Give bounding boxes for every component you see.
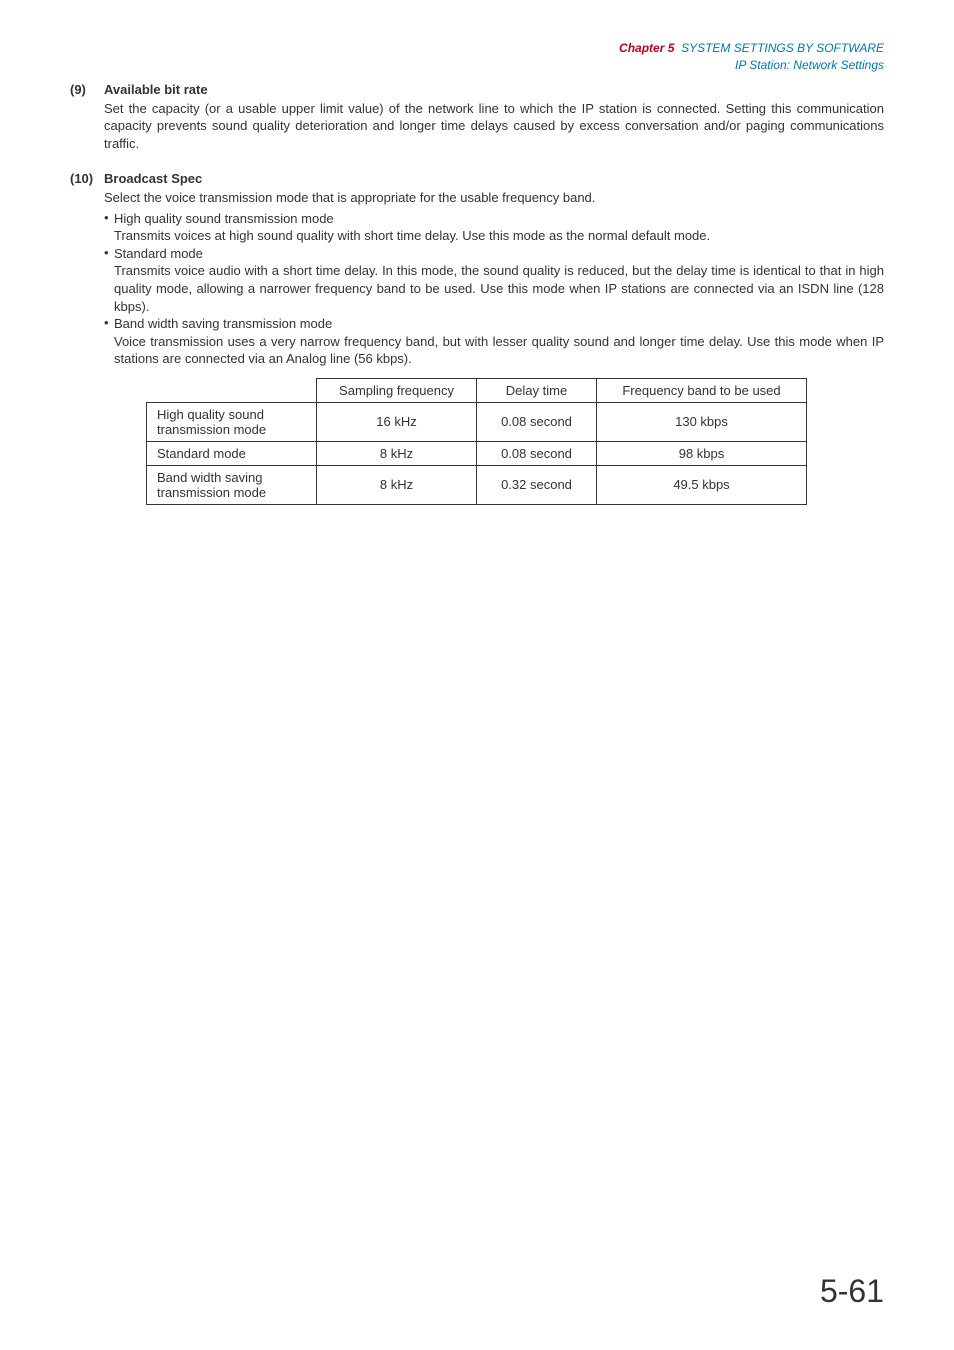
table-cell: 0.08 second <box>477 402 597 441</box>
table-cell: Band width saving transmission mode <box>147 465 317 504</box>
section-10-intro: Select the voice transmission mode that … <box>104 189 884 207</box>
table-header-cell <box>147 378 317 402</box>
chapter-title: SYSTEM SETTINGS BY SOFTWARE <box>681 41 884 55</box>
bullet-item: • Band width saving transmission mode <box>104 315 884 333</box>
table-cell: 0.32 second <box>477 465 597 504</box>
bullet-body: Transmits voice audio with a short time … <box>114 262 884 315</box>
section-title: Broadcast Spec <box>104 171 202 186</box>
table-cell: 130 kbps <box>597 402 807 441</box>
table-cell: 8 kHz <box>317 441 477 465</box>
section-title: Available bit rate <box>104 82 208 97</box>
table-cell: 49.5 kbps <box>597 465 807 504</box>
bullet-body: Voice transmission uses a very narrow fr… <box>114 333 884 368</box>
bullet-head: Standard mode <box>114 245 203 263</box>
table-header-row: Sampling frequency Delay time Frequency … <box>147 378 807 402</box>
table-header-cell: Delay time <box>477 378 597 402</box>
bullet-marker: • <box>104 315 114 333</box>
chapter-label: Chapter 5 <box>619 41 674 55</box>
page-header: Chapter 5 SYSTEM SETTINGS BY SOFTWARE IP… <box>70 40 884 74</box>
section-9-heading: (9) Available bit rate <box>70 82 884 97</box>
header-subtitle: IP Station: Network Settings <box>70 57 884 74</box>
bullet-marker: • <box>104 245 114 263</box>
bullet-body: Transmits voices at high sound quality w… <box>114 227 884 245</box>
table-cell: 98 kbps <box>597 441 807 465</box>
bullet-head: Band width saving transmission mode <box>114 315 332 333</box>
page-number: 5-61 <box>820 1273 884 1310</box>
bullet-head: High quality sound transmission mode <box>114 210 334 228</box>
table-row: Band width saving transmission mode 8 kH… <box>147 465 807 504</box>
broadcast-spec-table: Sampling frequency Delay time Frequency … <box>146 378 807 505</box>
table-cell: 0.08 second <box>477 441 597 465</box>
table-cell: High quality sound transmission mode <box>147 402 317 441</box>
section-9-body: Set the capacity (or a usable upper limi… <box>104 100 884 153</box>
table-cell: 8 kHz <box>317 465 477 504</box>
section-10-heading: (10) Broadcast Spec <box>70 171 884 186</box>
table-cell: 16 kHz <box>317 402 477 441</box>
table-header-cell: Frequency band to be used <box>597 378 807 402</box>
table-row: High quality sound transmission mode 16 … <box>147 402 807 441</box>
bullet-item: • Standard mode <box>104 245 884 263</box>
bullet-item: • High quality sound transmission mode <box>104 210 884 228</box>
table-row: Standard mode 8 kHz 0.08 second 98 kbps <box>147 441 807 465</box>
bullet-marker: • <box>104 210 114 228</box>
table-header-cell: Sampling frequency <box>317 378 477 402</box>
section-number: (10) <box>70 171 104 186</box>
section-number: (9) <box>70 82 104 97</box>
table-cell: Standard mode <box>147 441 317 465</box>
